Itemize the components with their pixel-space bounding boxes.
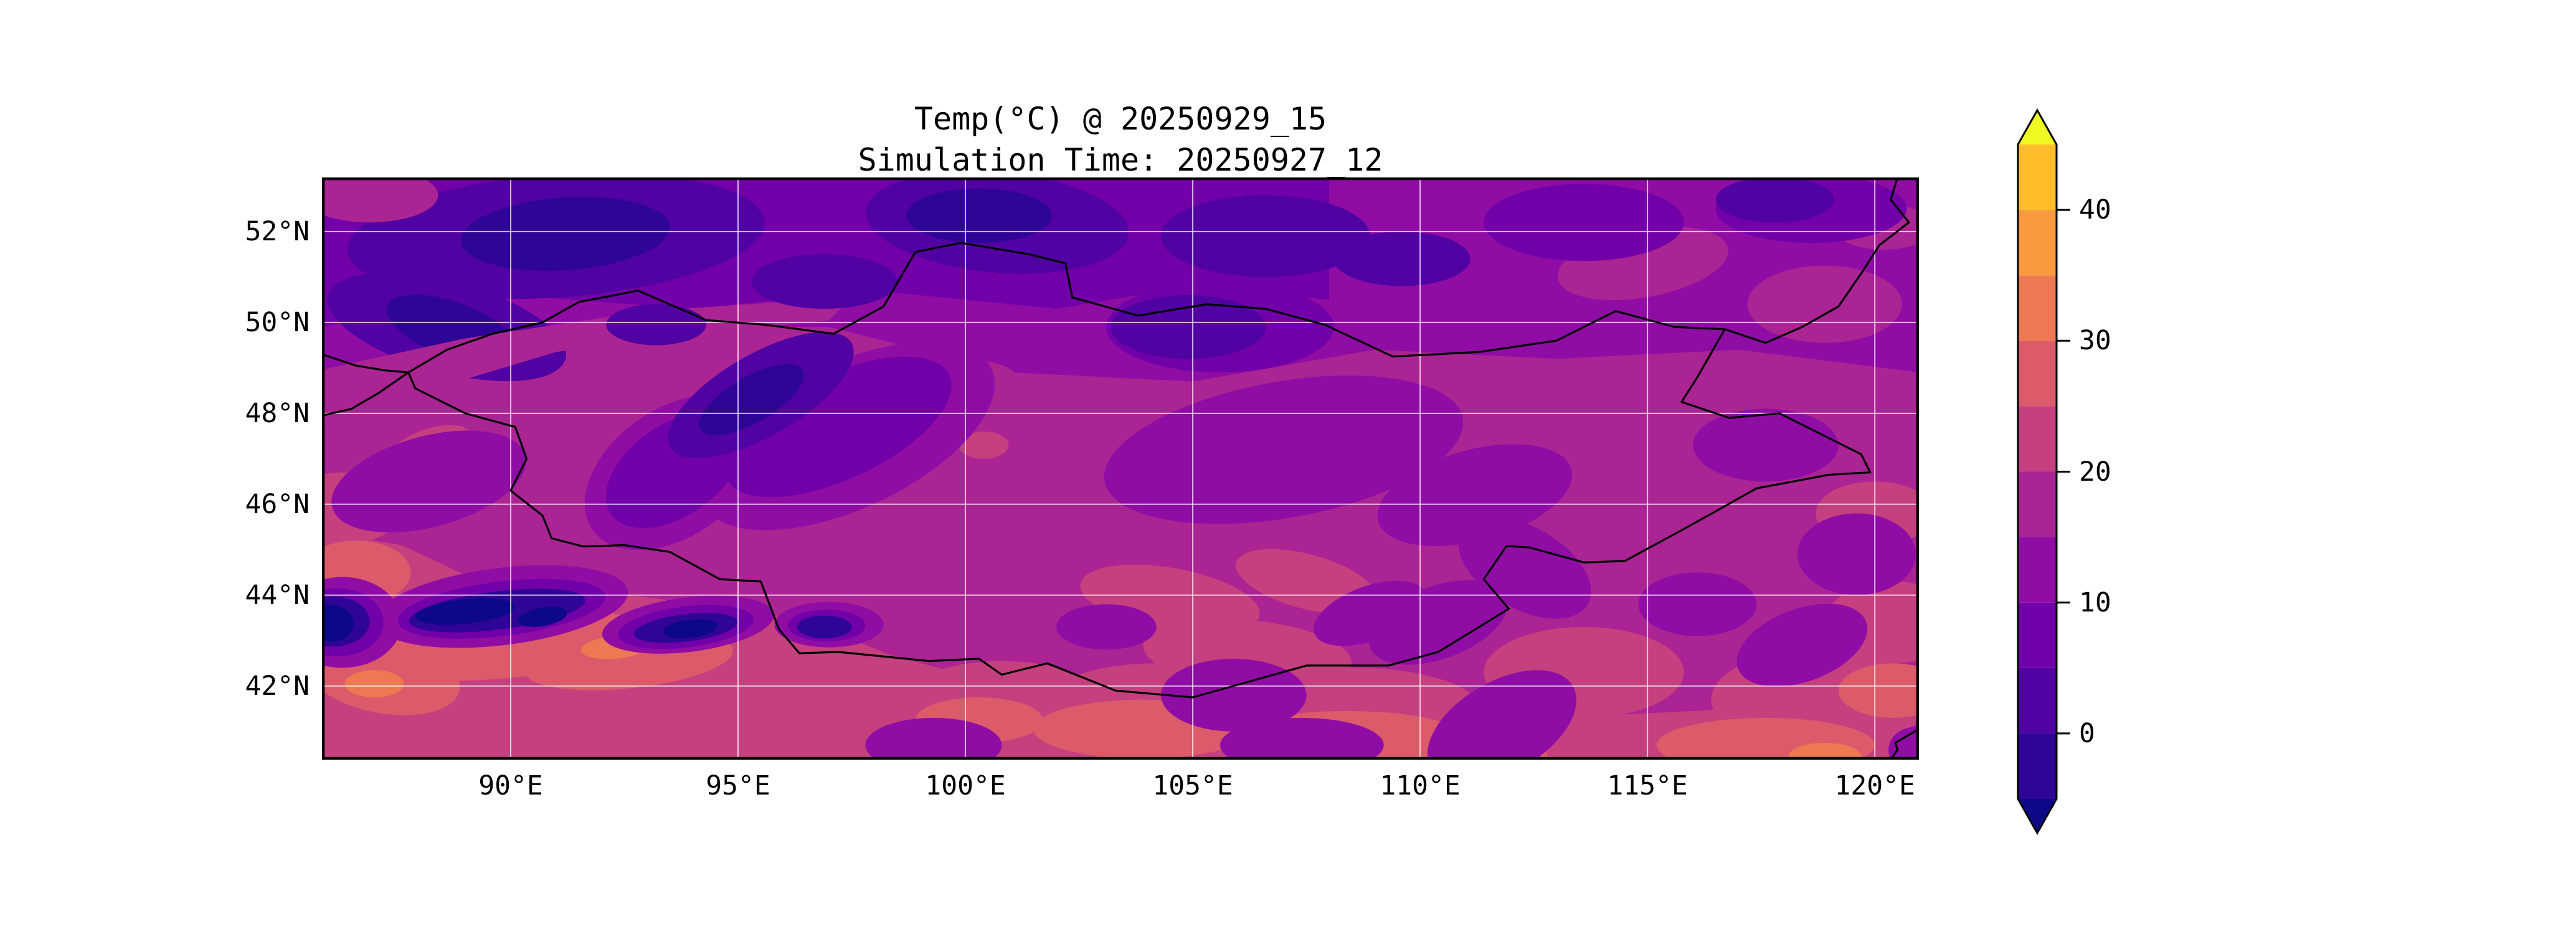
plot-title-line2: Simulation Time: 20250927_12 xyxy=(858,142,1383,178)
y-tick-label: 42°N xyxy=(245,670,310,702)
temp-region xyxy=(1314,580,1427,646)
temp-region xyxy=(1788,742,1862,760)
temp-region xyxy=(906,188,1052,243)
temp-region xyxy=(461,197,670,271)
colorbar-segment xyxy=(2018,733,2057,799)
colorbar-over-arrow xyxy=(2018,110,2057,144)
temp-region xyxy=(1693,408,1839,482)
temp-region xyxy=(1104,375,1464,524)
y-tick-label: 46°N xyxy=(245,488,310,520)
colorbar-segment xyxy=(2018,667,2057,734)
colorbar-segment xyxy=(2018,471,2057,537)
temp-region xyxy=(797,615,852,639)
temp-region xyxy=(322,297,852,415)
y-tick-label: 48°N xyxy=(245,397,310,429)
temp-region xyxy=(1219,717,1384,760)
y-tick-label: 50°N xyxy=(245,306,310,338)
temp-region xyxy=(1638,572,1757,636)
temp-region xyxy=(322,177,438,223)
temp-region xyxy=(322,605,354,642)
temp-region xyxy=(1715,177,1834,223)
temp-region xyxy=(663,619,717,639)
map-plot-area xyxy=(322,177,1919,760)
colorbar-tick-label: 40 xyxy=(2079,194,2111,226)
x-tick-label: 95°E xyxy=(706,770,770,801)
plot-title-line1: Temp(°C) @ 20250929_15 xyxy=(914,101,1327,137)
colorbar-segment xyxy=(2018,210,2057,276)
colorbar-tick-label: 20 xyxy=(2079,456,2111,488)
border-russia-china-northeast xyxy=(1723,177,1910,344)
x-tick-label: 105°E xyxy=(1152,770,1233,801)
temp-region xyxy=(1747,265,1902,343)
y-tick-label: 44°N xyxy=(245,579,310,611)
border-kazakh-china xyxy=(322,371,410,417)
temp-region xyxy=(1160,195,1370,277)
temp-region xyxy=(1838,663,1919,718)
colorbar-segment xyxy=(2018,275,2057,341)
x-tick-label: 115°E xyxy=(1607,770,1688,801)
x-tick-label: 120°E xyxy=(1834,770,1915,801)
x-tick-label: 100°E xyxy=(925,770,1006,801)
temp-region xyxy=(1160,658,1307,732)
y-tick-label: 52°N xyxy=(245,215,310,247)
temp-region xyxy=(724,356,952,498)
temp-region xyxy=(1377,444,1573,547)
temp-region xyxy=(415,598,515,625)
colorbar-segment xyxy=(2018,406,2057,472)
temp-region xyxy=(1056,604,1157,650)
colorbar-tick-label: 0 xyxy=(2079,717,2095,749)
temp-region xyxy=(1484,184,1684,262)
colorbar-outline xyxy=(2017,108,2058,836)
temp-region xyxy=(1797,513,1916,595)
colorbar-segment xyxy=(2018,602,2057,668)
colorbar-segment xyxy=(2018,341,2057,407)
colorbar-tick-label: 30 xyxy=(2079,325,2111,357)
colorbar xyxy=(2017,108,2070,836)
temp-region xyxy=(865,717,1002,760)
border-mongolia xyxy=(407,242,1872,699)
border-coastline-southeast xyxy=(1890,728,1919,760)
map-frame xyxy=(322,177,1919,760)
colorbar-segment xyxy=(2018,537,2057,603)
temp-region xyxy=(1333,231,1470,286)
temp-region xyxy=(699,364,805,435)
border-kazakh-russia xyxy=(322,353,410,374)
temp-region xyxy=(751,254,897,309)
temp-region xyxy=(1428,670,1577,760)
temp-region xyxy=(344,670,404,698)
x-tick-label: 90°E xyxy=(478,770,543,801)
colorbar-under-arrow xyxy=(2018,799,2057,833)
colorbar-tick-label: 10 xyxy=(2079,587,2111,618)
x-tick-label: 110°E xyxy=(1380,770,1461,801)
temp-region xyxy=(518,606,567,627)
colorbar-segment xyxy=(2018,144,2057,210)
temperature-field xyxy=(322,177,1919,760)
temp-region xyxy=(1110,295,1266,359)
temp-region xyxy=(331,430,526,533)
temp-region xyxy=(1736,603,1868,687)
temp-region xyxy=(606,304,706,346)
temp-region xyxy=(959,432,1009,459)
